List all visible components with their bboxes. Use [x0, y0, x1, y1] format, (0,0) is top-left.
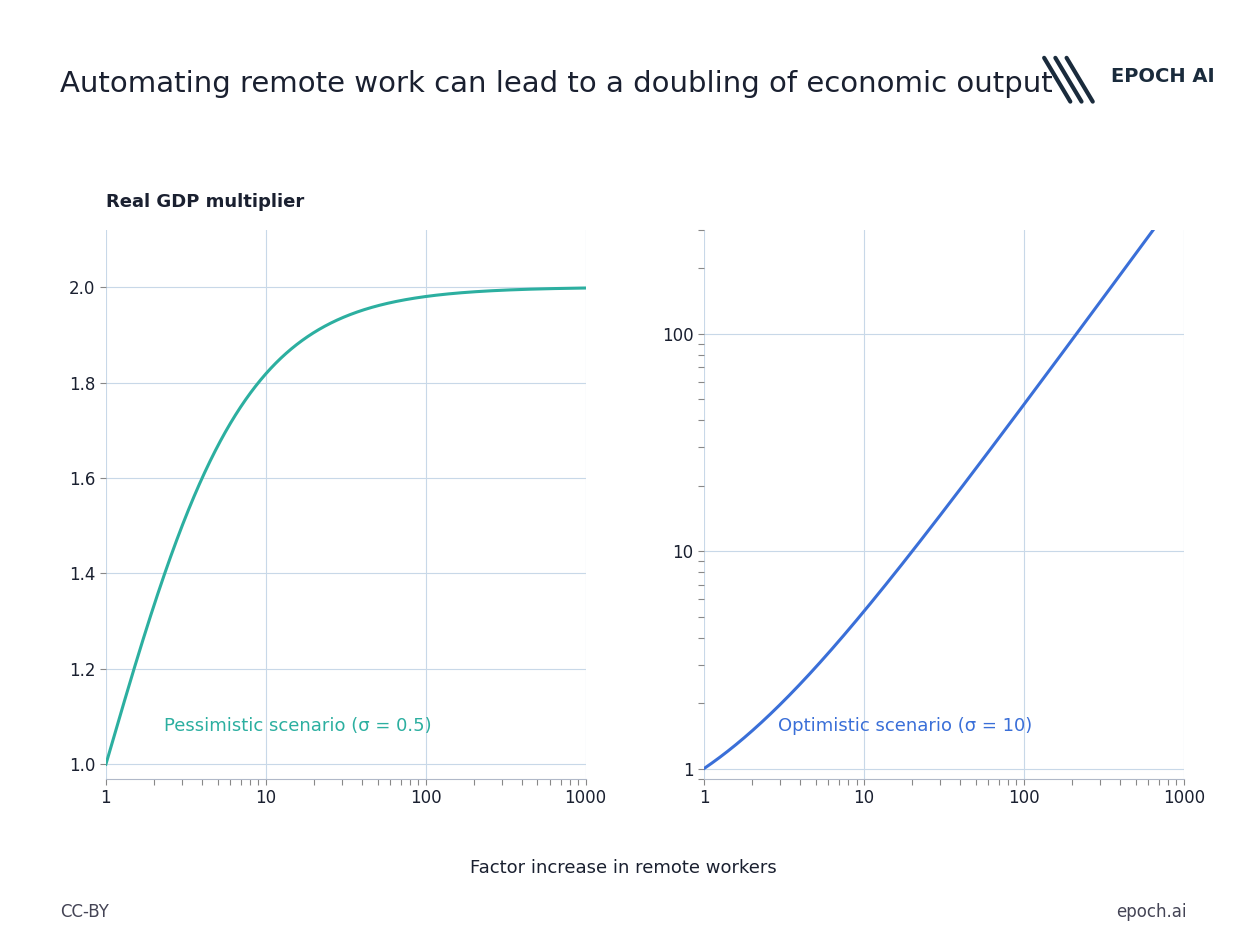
Text: CC-BY: CC-BY	[60, 902, 108, 921]
Text: Real GDP multiplier: Real GDP multiplier	[106, 193, 304, 211]
Text: epoch.ai: epoch.ai	[1115, 902, 1186, 921]
Text: Automating remote work can lead to a doubling of economic output: Automating remote work can lead to a dou…	[60, 70, 1053, 98]
Text: Pessimistic scenario (σ = 0.5): Pessimistic scenario (σ = 0.5)	[164, 717, 431, 734]
Text: Factor increase in remote workers: Factor increase in remote workers	[470, 858, 776, 877]
Text: Optimistic scenario (σ = 10): Optimistic scenario (σ = 10)	[779, 717, 1033, 734]
Text: EPOCH AI: EPOCH AI	[1111, 68, 1215, 86]
